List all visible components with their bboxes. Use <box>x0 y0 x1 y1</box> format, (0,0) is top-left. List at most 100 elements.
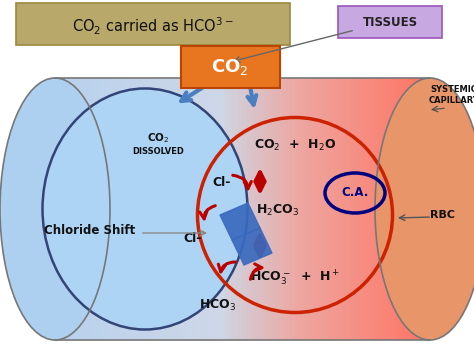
Bar <box>395 78 397 340</box>
Bar <box>92 78 95 340</box>
Bar <box>185 78 187 340</box>
Text: SYSTEMIC
CAPILLARY: SYSTEMIC CAPILLARY <box>428 85 474 106</box>
Bar <box>267 78 270 340</box>
Bar <box>128 78 130 340</box>
Bar <box>294 78 296 340</box>
Bar <box>337 78 340 340</box>
Bar <box>299 78 301 340</box>
Bar <box>304 78 306 340</box>
Bar <box>414 78 416 340</box>
Bar <box>384 78 386 340</box>
Bar <box>159 78 161 340</box>
Bar <box>115 78 117 340</box>
Bar <box>74 78 76 340</box>
Bar <box>259 78 261 340</box>
Bar <box>394 78 396 340</box>
Bar <box>208 78 210 340</box>
Bar <box>250 78 252 340</box>
Bar <box>140 78 142 340</box>
Bar <box>246 78 248 340</box>
Bar <box>381 78 383 340</box>
Bar <box>235 78 237 340</box>
Bar <box>241 78 244 340</box>
Bar <box>263 78 265 340</box>
Bar <box>266 78 268 340</box>
Bar <box>55 78 57 340</box>
Bar <box>63 78 65 340</box>
Bar <box>286 78 289 340</box>
Bar <box>298 78 300 340</box>
Bar <box>221 78 224 340</box>
Bar <box>349 78 351 340</box>
Text: CO$_2$  +  H$_2$O: CO$_2$ + H$_2$O <box>254 137 336 152</box>
Bar <box>212 78 215 340</box>
Bar <box>101 78 103 340</box>
Bar <box>363 78 365 340</box>
Bar <box>71 78 73 340</box>
Bar <box>100 78 102 340</box>
Bar <box>419 78 421 340</box>
Bar <box>211 78 213 340</box>
Bar <box>353 78 355 340</box>
Bar <box>406 78 409 340</box>
Bar <box>173 78 175 340</box>
Bar <box>170 78 172 340</box>
FancyBboxPatch shape <box>181 46 280 88</box>
Bar <box>400 78 402 340</box>
Bar <box>131 78 134 340</box>
Bar <box>164 78 166 340</box>
Bar <box>420 78 422 340</box>
Bar <box>201 78 203 340</box>
Bar <box>336 78 338 340</box>
Bar <box>85 78 87 340</box>
Bar <box>408 78 410 340</box>
Bar <box>392 78 395 340</box>
Bar <box>111 78 113 340</box>
Text: H$_2$CO$_3$: H$_2$CO$_3$ <box>256 203 300 217</box>
Bar <box>415 78 417 340</box>
Bar <box>271 78 273 340</box>
Bar <box>321 78 323 340</box>
Bar <box>186 78 189 340</box>
Bar <box>153 78 155 340</box>
Bar <box>305 78 307 340</box>
Bar <box>281 78 283 340</box>
Bar <box>177 78 180 340</box>
Bar <box>374 78 376 340</box>
Bar <box>332 78 335 340</box>
Bar <box>181 78 183 340</box>
Bar <box>260 78 262 340</box>
Bar <box>355 78 357 340</box>
Bar <box>391 78 393 340</box>
Bar <box>190 78 192 340</box>
Bar <box>154 78 156 340</box>
Bar <box>354 78 356 340</box>
Bar <box>386 78 389 340</box>
Bar <box>280 78 282 340</box>
Bar <box>165 78 167 340</box>
Bar <box>102 78 105 340</box>
Bar <box>361 78 364 340</box>
Bar <box>341 78 344 340</box>
Bar <box>145 78 147 340</box>
Bar <box>104 78 106 340</box>
Bar <box>56 78 58 340</box>
Bar <box>360 78 362 340</box>
Bar <box>308 78 310 340</box>
Bar <box>330 78 332 340</box>
Bar <box>150 78 152 340</box>
Bar <box>206 78 209 340</box>
Bar <box>155 78 157 340</box>
Bar <box>265 78 267 340</box>
Bar <box>66 78 69 340</box>
Ellipse shape <box>43 89 247 329</box>
Bar <box>125 78 127 340</box>
Bar <box>410 78 412 340</box>
Bar <box>329 78 331 340</box>
Bar <box>284 78 286 340</box>
Bar <box>137 78 140 340</box>
Bar <box>192 78 195 340</box>
Bar <box>244 78 246 340</box>
Bar <box>306 78 309 340</box>
Bar <box>335 78 337 340</box>
